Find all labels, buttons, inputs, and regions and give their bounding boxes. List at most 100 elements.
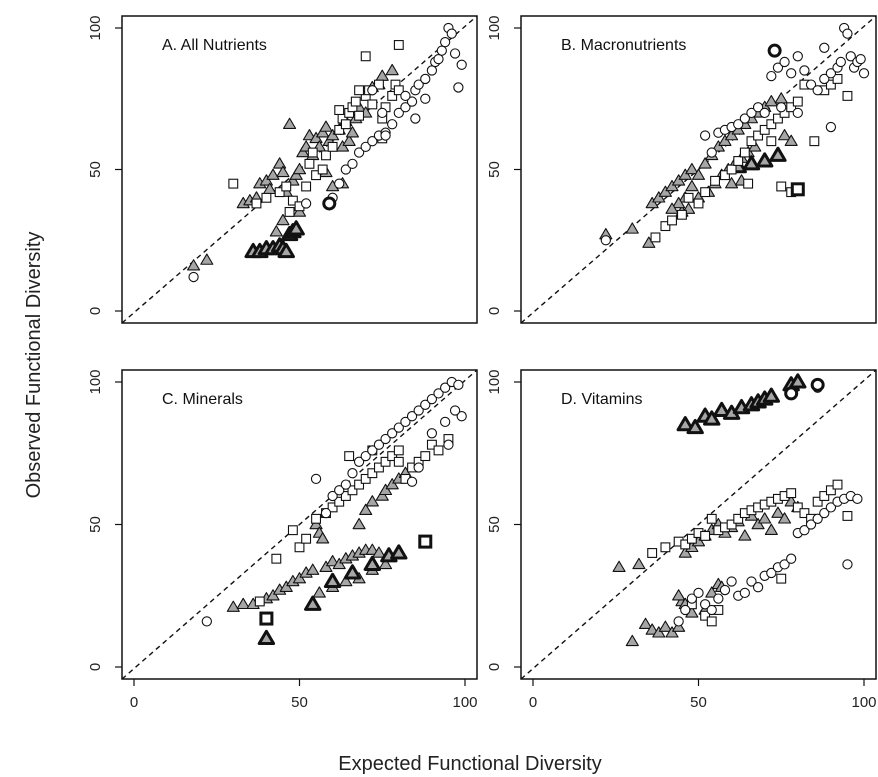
data-point-square (307, 147, 318, 158)
y-tick-label: 50 (87, 516, 104, 533)
data-point-circle (786, 68, 797, 79)
y-tick-label: 0 (87, 307, 104, 315)
data-point-triangle-bold (742, 155, 761, 171)
data-point-circle (439, 416, 451, 428)
data-point-square (327, 141, 338, 152)
data-point-triangle (296, 145, 310, 158)
data-point-square (753, 130, 764, 141)
data-point-circle (759, 107, 770, 119)
data-point-circle (805, 79, 817, 90)
data-point-circle (406, 411, 418, 422)
data-point-circle (706, 147, 717, 158)
data-point-circle (400, 90, 411, 102)
data-point-triangle (678, 546, 692, 558)
data-point-square (676, 209, 687, 220)
data-point-triangle (292, 162, 307, 175)
data-point-square (746, 136, 757, 147)
data-point-circle (686, 593, 698, 604)
data-point-square (706, 513, 717, 524)
data-point-square (667, 215, 677, 226)
data-point-triangle (672, 589, 686, 601)
data-point-triangle-bold (343, 564, 362, 580)
data-point-circle (779, 559, 790, 570)
data-point-circle (436, 45, 447, 56)
data-point-square-bold (259, 611, 274, 626)
data-point-circle (393, 107, 404, 119)
x-tick-label: 100 (452, 694, 477, 711)
data-point-square (650, 232, 661, 243)
data-point-triangle (302, 128, 316, 141)
data-point-circle (766, 567, 777, 579)
data-point-triangle (678, 168, 692, 180)
data-point-square (274, 187, 285, 198)
data-point-square (776, 181, 787, 192)
data-point-circle (449, 48, 461, 59)
data-point-triangle (385, 478, 399, 490)
data-point-square (373, 462, 384, 473)
data-point-circle (719, 584, 731, 596)
data-point-circle (786, 553, 797, 564)
data-point-triangle (764, 523, 778, 535)
data-point-square (420, 451, 431, 462)
x-tick-label: 0 (130, 694, 138, 711)
data-point-circle (377, 107, 388, 119)
data-point-circle (420, 73, 431, 85)
data-point-triangle (365, 543, 379, 555)
data-point-square (686, 533, 697, 544)
data-point-square (700, 610, 711, 621)
data-point-triangle (259, 174, 273, 186)
data-point-circle-bold (810, 377, 825, 392)
y-tick-label: 100 (486, 15, 503, 40)
data-point-triangle-bold (304, 595, 322, 611)
data-point-triangle (691, 168, 706, 180)
data-point-circle (852, 493, 863, 504)
data-point-square (301, 181, 312, 192)
data-point-triangle (319, 120, 333, 132)
data-point-circle (443, 439, 454, 450)
data-point-square (792, 502, 803, 513)
data-point-circle (420, 93, 431, 104)
y-tick-label: 0 (87, 663, 104, 671)
data-point-circle (387, 428, 398, 439)
identity-line (121, 369, 478, 680)
data-point-square (799, 508, 810, 519)
data-point-triangle (652, 191, 666, 203)
data-point-triangle (339, 574, 353, 587)
data-point-circle (367, 136, 378, 147)
data-point-triangle (306, 563, 320, 575)
data-point-square (304, 158, 315, 169)
data-point-triangle (625, 222, 639, 234)
data-point-circle (433, 53, 444, 65)
data-point-circle (772, 62, 784, 73)
data-point-circle (400, 416, 411, 428)
y-tick-label: 0 (486, 663, 503, 671)
data-point-triangle (342, 134, 356, 146)
data-point-square (228, 178, 239, 189)
panel-a: A. All Nutrients 0 50 100 (87, 15, 478, 324)
panel-b: B. Macronutrients 0 50 100 (486, 15, 877, 324)
data-point-circle (792, 107, 803, 119)
x-axis-title: Expected Functional Diversity (338, 753, 601, 775)
data-point-triangle (335, 140, 350, 152)
data-point-circle (413, 79, 424, 90)
data-point-circle (792, 51, 803, 62)
data-point-triangle (774, 92, 788, 104)
data-point-circle (733, 119, 744, 130)
data-point-square (340, 119, 351, 130)
data-point-circle (367, 445, 378, 456)
data-point-circle (812, 513, 823, 524)
data-point-circle (426, 393, 438, 405)
data-point-triangle (672, 196, 686, 209)
data-point-square (367, 99, 378, 110)
data-point-square (393, 40, 404, 50)
data-point-circle (360, 141, 371, 153)
data-point-triangle (372, 546, 386, 558)
data-point-triangle-bold (287, 220, 305, 236)
data-point-triangle (319, 560, 333, 573)
data-point-square (426, 439, 437, 450)
data-point-triangle (200, 253, 214, 265)
data-point-circle-bold (784, 386, 799, 401)
data-point-square (334, 496, 345, 507)
data-point-square (733, 156, 744, 166)
data-point-square (726, 164, 737, 175)
